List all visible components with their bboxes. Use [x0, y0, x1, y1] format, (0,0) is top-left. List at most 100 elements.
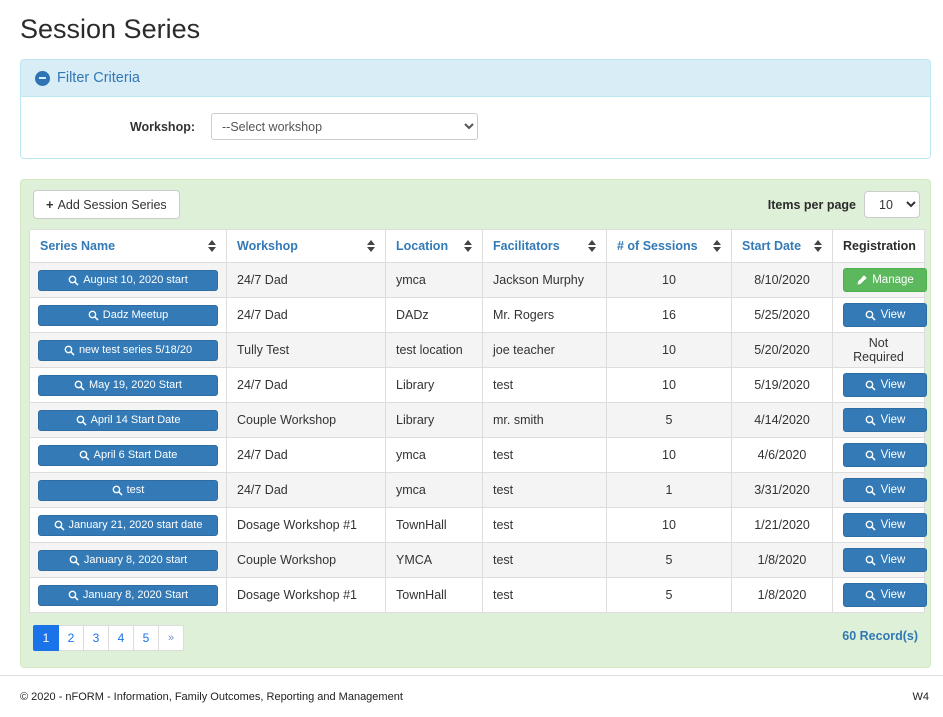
view-registration-button[interactable]: View — [843, 513, 927, 537]
sort-down-arrow-icon — [367, 247, 375, 252]
sort-icon[interactable] — [713, 240, 721, 252]
page-container: Session Series Filter Criteria Workshop:… — [0, 0, 943, 668]
column-header-inner: # of Sessions — [617, 239, 721, 253]
registration-button-label: View — [880, 309, 906, 321]
items-per-page-select[interactable]: 10 — [864, 191, 920, 218]
table-row: April 6 Start Date 24/7 Dad ymca test 10 4/6/… — [29, 437, 927, 473]
location-cell: TownHall — [385, 577, 483, 613]
series-name-cell: January 21, 2020 start date — [29, 507, 227, 543]
pagination-page-5[interactable]: 5 — [133, 625, 159, 651]
location-cell: YMCA — [385, 542, 483, 578]
filter-criteria-body: Workshop: --Select workshop — [21, 97, 930, 158]
series-name-label: test — [126, 484, 145, 496]
collapse-minus-icon — [35, 70, 50, 86]
column-header-of-sessions[interactable]: # of Sessions — [606, 229, 732, 263]
pagination-next-button[interactable]: » — [158, 625, 184, 651]
registration-button-label: Manage — [872, 274, 914, 286]
column-header-start-date[interactable]: Start Date — [731, 229, 833, 263]
series-name-button[interactable]: August 10, 2020 start — [38, 269, 218, 291]
filter-criteria-header[interactable]: Filter Criteria — [21, 60, 930, 97]
view-registration-button[interactable]: View — [843, 408, 927, 432]
column-header-inner: Start Date — [742, 239, 822, 253]
series-name-button[interactable]: April 14 Start Date — [38, 409, 218, 431]
series-name-button[interactable]: January 8, 2020 Start — [38, 584, 218, 606]
series-name-button[interactable]: Dadz Meetup — [38, 304, 218, 326]
series-name-button[interactable]: new test series 5/18/20 — [38, 339, 218, 361]
location-cell: ymca — [385, 262, 483, 298]
column-header-facilitators[interactable]: Facilitators — [482, 229, 607, 263]
sort-up-arrow-icon — [814, 240, 822, 245]
sort-icon[interactable] — [464, 240, 472, 252]
view-registration-button[interactable]: View — [843, 443, 927, 467]
view-registration-button[interactable]: View — [843, 583, 927, 607]
sort-icon[interactable] — [588, 240, 596, 252]
pagination-page-3[interactable]: 3 — [83, 625, 109, 651]
location-cell: DADz — [385, 297, 483, 333]
view-registration-button[interactable]: View — [843, 373, 927, 397]
location-cell: Library — [385, 367, 483, 403]
pagination-page-4[interactable]: 4 — [108, 625, 134, 651]
table-row: May 19, 2020 Start 24/7 Dad Library test 10 5… — [29, 367, 927, 403]
view-registration-button[interactable]: View — [843, 303, 927, 327]
pagination-page-2[interactable]: 2 — [58, 625, 84, 651]
series-name-button[interactable]: April 6 Start Date — [38, 444, 218, 466]
column-header-inner: Location — [396, 239, 472, 253]
table-header: Series Name Workshop Location Facilitators #… — [29, 229, 925, 263]
magnifier-icon — [865, 555, 876, 566]
series-name-button[interactable]: January 8, 2020 start — [38, 549, 218, 571]
column-header-series-name[interactable]: Series Name — [29, 229, 227, 263]
add-session-series-button[interactable]: + Add Session Series — [33, 190, 180, 219]
series-name-cell: test — [29, 472, 227, 508]
sort-up-arrow-icon — [713, 240, 721, 245]
sort-icon[interactable] — [814, 240, 822, 252]
registration-cell: View — [832, 507, 927, 543]
table-row: January 8, 2020 Start Dosage Workshop #1 T… — [29, 577, 927, 613]
view-registration-button[interactable]: View — [843, 478, 927, 502]
session-series-panel: + Add Session Series Items per page 10 Se… — [20, 179, 931, 668]
registration-cell: View — [832, 577, 927, 613]
workshop-cell: 24/7 Dad — [226, 367, 386, 403]
magnifier-icon — [865, 485, 876, 496]
sessions-count-cell: 10 — [606, 262, 732, 298]
magnifier-icon — [88, 310, 99, 321]
column-header-location[interactable]: Location — [385, 229, 483, 263]
records-count: 60 Record(s) — [842, 629, 918, 643]
magnifier-icon — [54, 520, 65, 531]
filter-criteria-panel: Filter Criteria Workshop: --Select works… — [20, 59, 931, 159]
registration-not-required-text: Not Required — [853, 336, 904, 364]
filter-criteria-title: Filter Criteria — [57, 70, 140, 86]
registration-button-label: View — [880, 449, 906, 461]
column-header-workshop[interactable]: Workshop — [226, 229, 386, 263]
registration-cell: Manage — [832, 262, 927, 298]
manage-registration-button[interactable]: Manage — [843, 268, 927, 292]
plus-icon: + — [46, 197, 54, 212]
table-row: January 21, 2020 start date Dosage Worksh… — [29, 507, 927, 543]
sort-down-arrow-icon — [208, 247, 216, 252]
start-date-cell: 5/25/2020 — [731, 297, 833, 333]
magnifier-icon — [79, 450, 90, 461]
series-name-button[interactable]: test — [38, 479, 218, 501]
sort-icon[interactable] — [367, 240, 375, 252]
table-row: test 24/7 Dad ymca test 1 3/31/2020 View — [29, 472, 927, 508]
column-header-inner: Facilitators — [493, 239, 596, 253]
column-header-inner: Series Name — [40, 239, 216, 253]
grid-footer: 1 2 3 4 5» 60 Record(s) — [29, 613, 922, 659]
sort-up-arrow-icon — [367, 240, 375, 245]
sessions-count-cell: 10 — [606, 507, 732, 543]
view-registration-button[interactable]: View — [843, 548, 927, 572]
facilitators-cell: mr. smith — [482, 402, 607, 438]
start-date-cell: 1/8/2020 — [731, 542, 833, 578]
registration-cell: Not Required — [832, 332, 925, 368]
pagination-page-1[interactable]: 1 — [33, 625, 59, 651]
facilitators-cell: test — [482, 437, 607, 473]
workshop-select[interactable]: --Select workshop — [211, 113, 478, 140]
workshop-cell: Dosage Workshop #1 — [226, 577, 386, 613]
facilitators-cell: Jackson Murphy — [482, 262, 607, 298]
column-header-inner: Registration — [843, 239, 916, 253]
registration-cell: View — [832, 297, 927, 333]
series-name-button[interactable]: January 21, 2020 start date — [38, 514, 218, 536]
sort-icon[interactable] — [208, 240, 216, 252]
series-name-button[interactable]: May 19, 2020 Start — [38, 374, 218, 396]
series-name-cell: August 10, 2020 start — [29, 262, 227, 298]
workshop-label: Workshop: — [129, 119, 195, 134]
